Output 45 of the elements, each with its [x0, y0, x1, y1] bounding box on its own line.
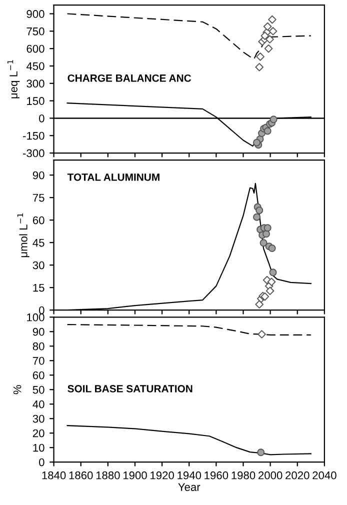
x-tick-label: 2040: [312, 471, 336, 480]
y-tick-label: 80: [32, 342, 44, 350]
y-tick-label: 0: [39, 458, 44, 466]
y-tick-label: 60: [32, 216, 44, 224]
y-axis-title: μeq L$^{−1}$: [7, 60, 20, 98]
y-axis-title: μmol L$^{−1}$: [17, 213, 30, 258]
y-tick-label: 450: [26, 62, 44, 70]
annotation: TOTAL ALUMINUM: [67, 174, 160, 181]
y-tick-label: -300: [23, 149, 44, 158]
y-axis-title: %: [13, 385, 22, 394]
y-tick-label: 75: [32, 194, 44, 202]
y-tick-label: 50: [32, 386, 44, 394]
annotation: SOIL BASE SATURATION: [68, 385, 192, 392]
y-tick-label: 20: [32, 429, 44, 438]
y-tick-label: 90: [32, 328, 44, 336]
y-tick-label: 40: [32, 400, 44, 408]
x-tick-label: 1880: [96, 471, 120, 480]
y-tick-label: 300: [26, 80, 44, 88]
x-tick-label: 2000: [258, 471, 282, 480]
y-tick-label: 150: [27, 97, 44, 105]
y-tick-label: 0: [39, 114, 44, 122]
x-tick-label: 1980: [232, 471, 256, 480]
y-tick-label: 10: [33, 444, 44, 452]
y-tick-label: 15: [33, 284, 44, 292]
annotation: CHARGE BALANCE ANC: [68, 74, 192, 82]
x-tick-label: 2020: [286, 471, 310, 480]
x-tick-label: 1940: [178, 471, 202, 480]
y-tick-label: 0: [39, 306, 44, 314]
y-tick-label: 70: [32, 356, 44, 365]
y-tick-label: 90: [32, 171, 44, 180]
x-tick-label: 1920: [150, 471, 174, 480]
x-axis-title: Year: [178, 483, 200, 492]
y-tick-label: 30: [32, 414, 44, 423]
y-tick-label: 900: [26, 10, 44, 18]
x-tick-label: 1860: [69, 471, 93, 480]
y-tick-label: -150: [23, 132, 44, 140]
y-tick-label: 750: [26, 27, 44, 36]
x-tick-label: 1840: [42, 471, 66, 480]
y-tick-label: 600: [26, 44, 44, 53]
y-tick-label: 60: [32, 371, 44, 380]
y-tick-label: 45: [32, 238, 44, 247]
x-tick-label: 1960: [204, 471, 228, 480]
x-tick-label: 1900: [123, 471, 147, 480]
y-tick-label: 30: [32, 261, 44, 270]
y-tick-label: 100: [27, 313, 44, 322]
